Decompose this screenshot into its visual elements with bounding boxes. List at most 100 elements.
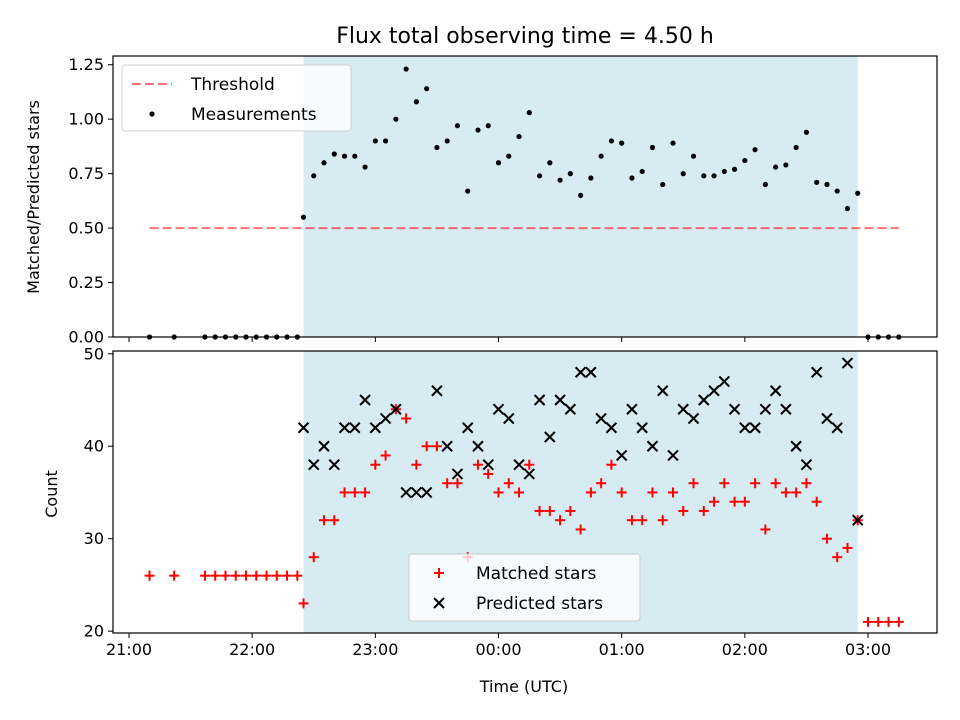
predicted-marker-b xyxy=(431,385,443,397)
matched-star-marker xyxy=(842,542,853,553)
predicted-marker-b xyxy=(420,486,433,499)
matched-star-marker xyxy=(616,487,627,498)
predicted-star-marker xyxy=(780,403,792,415)
predicted-star-marker xyxy=(841,357,854,369)
x-tick-label: 02:00 xyxy=(722,640,768,659)
matched-star-marker xyxy=(760,524,771,535)
predicted-marker-b xyxy=(657,385,669,397)
y-tick-label: 0.25 xyxy=(68,273,104,292)
predicted-star-marker xyxy=(595,412,607,425)
measurement-point xyxy=(773,164,779,170)
measurement-point xyxy=(536,173,543,179)
predicted-star-marker xyxy=(308,459,320,471)
x-tick-label: 22:00 xyxy=(229,640,275,659)
x-axis-label: Time (UTC) xyxy=(479,677,568,696)
predicted-star-marker xyxy=(328,459,340,471)
matched-star-marker xyxy=(698,505,709,516)
legend-measurements-swatch xyxy=(149,111,155,117)
matched-star-marker xyxy=(555,515,566,526)
matched-star-marker xyxy=(811,496,822,507)
chart-title: Flux total observing time = 4.50 h xyxy=(336,24,714,49)
predicted-star-marker xyxy=(831,422,843,434)
predicted-star-marker xyxy=(369,422,382,434)
predicted-star-marker xyxy=(513,459,525,471)
measurement-point xyxy=(649,144,656,151)
measurement-point xyxy=(690,153,697,159)
predicted-marker-b xyxy=(390,403,402,415)
predicted-marker-b xyxy=(554,394,566,406)
measurement-point xyxy=(619,140,625,146)
matched-star-marker xyxy=(442,478,453,489)
matched-star-marker xyxy=(339,487,350,498)
predicted-star-marker xyxy=(554,394,566,406)
predicted-star-marker xyxy=(441,440,453,452)
matched-star-marker xyxy=(144,570,155,581)
matched-star-marker xyxy=(709,496,720,507)
matched-star-marker xyxy=(647,487,658,498)
predicted-marker-b xyxy=(585,366,597,378)
measurement-point xyxy=(352,153,358,159)
measurement-point xyxy=(362,164,368,170)
predicted-star-marker xyxy=(472,440,484,452)
predicted-marker-b xyxy=(308,459,320,471)
predicted-star-marker xyxy=(585,366,597,378)
predicted-marker-b xyxy=(636,422,648,434)
top-plot-panel: 0.00 0.25 0.50 0.75 1.00 1.25 Threshold Measure… xyxy=(68,55,938,347)
predicted-marker-b xyxy=(441,440,453,452)
predicted-star-marker xyxy=(759,403,772,415)
measurement-point xyxy=(629,175,635,181)
measurement-point xyxy=(731,166,738,172)
matched-star-marker xyxy=(596,478,607,489)
x-tick-label: 21:00 xyxy=(106,640,152,659)
x-tick-label: 03:00 xyxy=(845,640,891,659)
predicted-star-marker xyxy=(544,431,556,443)
predicted-marker-b xyxy=(749,422,761,434)
predicted-star-marker xyxy=(821,412,833,425)
predicted-marker-b xyxy=(687,412,700,425)
matched-star-marker xyxy=(863,616,873,627)
bottom-legend: Matched stars Predicted stars xyxy=(408,553,641,622)
matched-star-marker xyxy=(832,552,843,563)
bottom-plot-panel: 20 30 40 50 21:00 22:00 23:00 00:00 01:00 02:00 03… xyxy=(84,344,938,659)
measurement-point xyxy=(834,188,840,194)
matched-star-marker xyxy=(380,450,391,461)
matched-star-marker xyxy=(329,515,340,526)
measurement-point xyxy=(803,129,810,135)
predicted-star-marker xyxy=(297,422,310,434)
matched-star-marker xyxy=(873,616,884,627)
predicted-star-marker xyxy=(564,403,577,415)
predicted-star-marker xyxy=(657,385,669,397)
predicted-star-marker xyxy=(431,385,443,397)
predicted-star-marker xyxy=(708,385,720,397)
predicted-marker-b xyxy=(523,468,535,480)
matched-star-marker xyxy=(821,533,832,544)
predicted-marker-b xyxy=(626,403,638,415)
predicted-marker-b xyxy=(646,440,659,452)
predicted-marker-b xyxy=(708,385,720,397)
measurement-point xyxy=(331,151,337,157)
predicted-star-marker xyxy=(739,422,751,434)
predicted-star-marker xyxy=(626,403,638,415)
matched-star-marker xyxy=(210,570,221,581)
predicted-star-marker xyxy=(769,385,782,397)
top-y-axis-label: Matched/Predicted stars xyxy=(24,100,43,294)
matched-star-marker xyxy=(360,487,371,498)
predicted-star-marker xyxy=(790,440,802,452)
matched-star-marker xyxy=(282,570,293,581)
top-legend: Threshold Measurements xyxy=(121,64,352,132)
matched-star-marker xyxy=(292,570,303,581)
predicted-star-marker xyxy=(687,412,700,425)
predicted-marker-b xyxy=(318,440,330,452)
matched-star-marker xyxy=(657,515,668,526)
predicted-star-marker xyxy=(800,459,813,471)
predicted-star-marker xyxy=(379,412,392,425)
predicted-marker-b xyxy=(728,403,741,415)
matched-star-marker xyxy=(230,570,241,581)
matched-star-marker xyxy=(524,459,535,470)
predicted-marker-b xyxy=(297,422,310,434)
measurement-point xyxy=(742,157,748,164)
predicted-marker-b xyxy=(841,357,854,369)
y-tick-label: 0.50 xyxy=(68,219,104,238)
predicted-marker-b xyxy=(852,514,864,526)
